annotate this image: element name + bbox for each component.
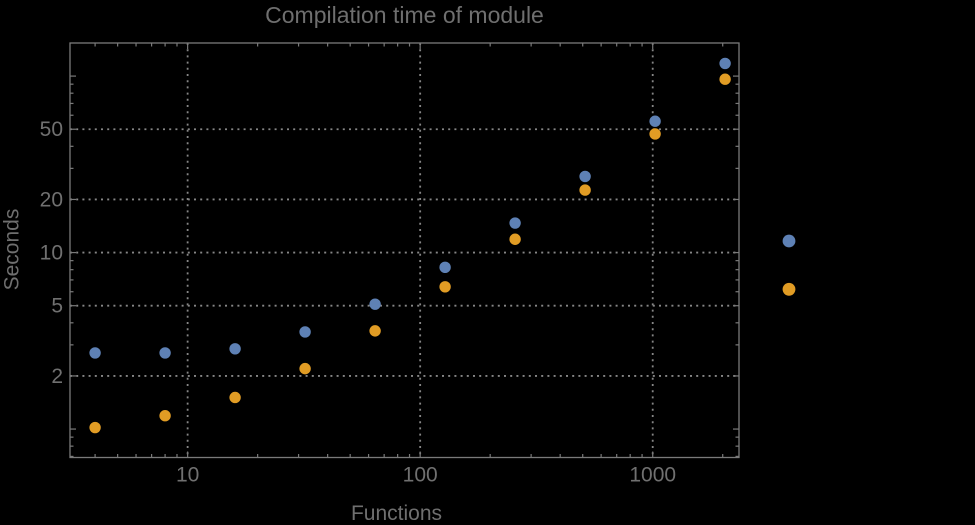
data-point-series-2: [579, 184, 591, 196]
data-point-series-1: [369, 298, 381, 310]
data-point-series-1: [649, 115, 661, 127]
y-axis-label: Seconds: [0, 208, 24, 291]
y-tick-label-50: 50: [40, 118, 63, 141]
data-point-series-1: [509, 217, 521, 229]
y-tick-label-5: 5: [51, 295, 63, 318]
data-point-series-2: [649, 128, 661, 140]
data-point-series-2: [229, 391, 241, 404]
data-point-series-2: [299, 362, 311, 375]
data-point-series-1: [229, 343, 241, 355]
plot-frame: [69, 42, 740, 459]
y-tick-label-2: 2: [51, 365, 63, 388]
data-point-series-1: [579, 170, 591, 183]
legend-marker-series-2: [782, 282, 796, 296]
data-point-series-2: [509, 233, 521, 245]
x-tick-label-1000: 1000: [629, 464, 676, 487]
data-point-series-2: [159, 410, 171, 422]
x-tick-label-100: 100: [403, 464, 438, 487]
chart-title: Compilation time of module: [265, 2, 544, 28]
data-point-series-1: [89, 347, 101, 359]
x-axis-label: Functions: [350, 502, 443, 525]
data-point-series-2: [89, 421, 101, 434]
y-tick-label-20: 20: [40, 188, 63, 211]
data-point-series-2: [439, 281, 451, 293]
data-point-series-2: [369, 325, 381, 337]
y-tick-label-10: 10: [40, 242, 63, 265]
data-point-series-1: [719, 57, 731, 70]
data-point-series-1: [299, 326, 311, 338]
x-tick-label-10: 10: [176, 464, 199, 487]
legend-marker-series-1: [782, 234, 796, 248]
data-point-series-1: [439, 261, 451, 274]
data-point-series-2: [719, 73, 731, 85]
data-point-series-1: [159, 347, 171, 359]
